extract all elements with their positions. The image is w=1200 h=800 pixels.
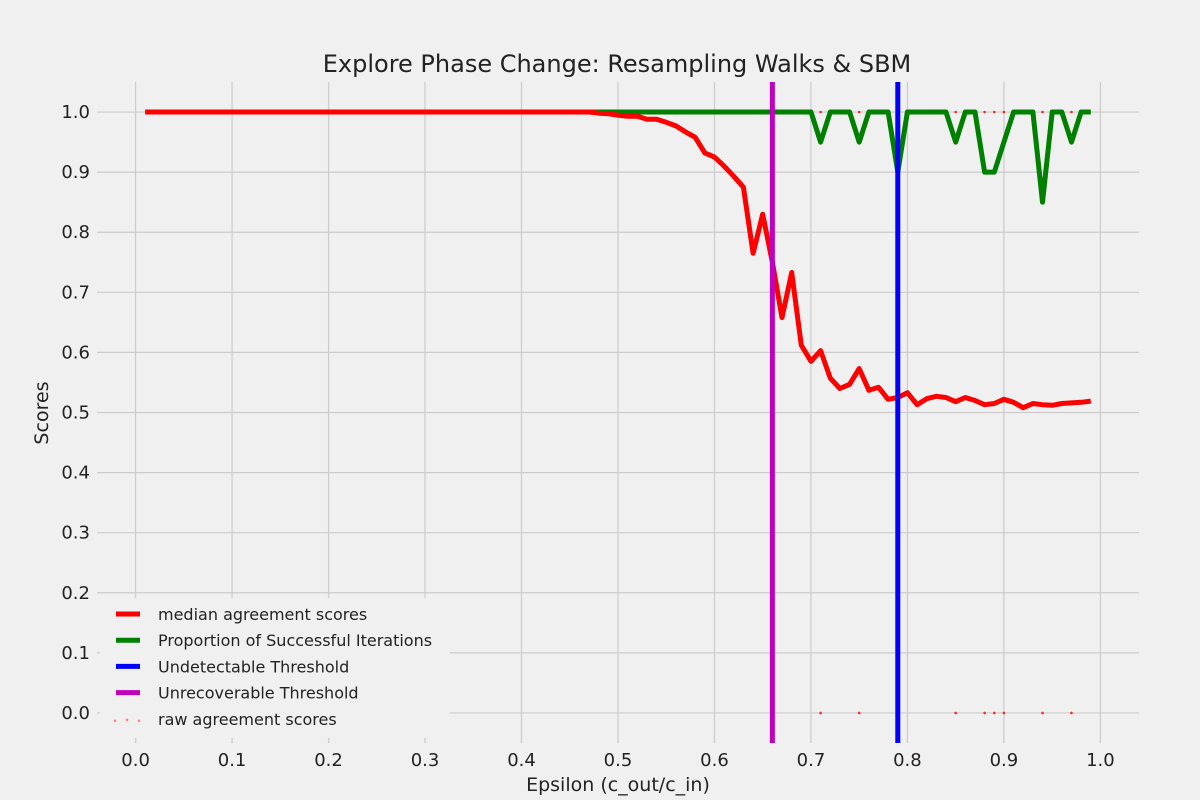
y-tick-label: 0.3 <box>61 523 90 544</box>
y-tick-label: 0.2 <box>61 583 90 604</box>
raw-agreement-point <box>1041 711 1044 715</box>
x-tick-label: 0.6 <box>700 750 729 771</box>
x-tick-label: 0.9 <box>990 750 1019 771</box>
y-tick-label: 0.0 <box>61 703 90 724</box>
raw-agreement-point <box>857 711 861 715</box>
y-tick-label: 0.8 <box>61 222 90 243</box>
x-axis-ticks: 0.0 0.1 0.2 0.3 0.4 0.5 0.6 0.7 0.8 0.9 1.0 <box>121 750 1114 771</box>
raw-agreement-point <box>954 711 957 715</box>
legend-label: Unrecoverable Threshold <box>158 684 359 703</box>
legend-label: median agreement scores <box>158 605 367 624</box>
y-tick-label: 0.1 <box>61 643 90 664</box>
raw-agreement-point <box>857 110 861 114</box>
x-tick-label: 0.8 <box>893 750 922 771</box>
legend-dot-marker <box>125 718 129 722</box>
raw-agreement-point <box>992 711 996 715</box>
legend-box <box>100 598 450 738</box>
x-tick-label: 0.7 <box>797 750 826 771</box>
y-tick-label: 0.5 <box>61 403 90 424</box>
legend-label: Proportion of Successful Iterations <box>158 631 432 650</box>
legend-dot-marker <box>137 719 141 723</box>
x-tick-label: 0.1 <box>218 750 247 771</box>
raw-agreement-point <box>819 110 822 114</box>
x-tick-label: 0.2 <box>314 750 343 771</box>
legend-label: raw agreement scores <box>158 710 337 729</box>
y-tick-label: 0.4 <box>61 463 90 484</box>
x-tick-label: 0.5 <box>604 750 633 771</box>
legend-label: Undetectable Threshold <box>158 657 349 676</box>
y-tick-label: 0.7 <box>61 282 90 303</box>
raw-agreement-point <box>1070 110 1073 114</box>
x-tick-label: 1.0 <box>1086 750 1115 771</box>
chart-title: Explore Phase Change: Resampling Walks &… <box>323 50 912 78</box>
raw-agreement-point <box>1070 711 1073 715</box>
raw-agreement-point <box>992 110 996 114</box>
y-axis-label: Scores <box>31 381 53 444</box>
raw-agreement-point <box>983 110 986 114</box>
raw-agreement-point <box>1002 711 1006 715</box>
raw-agreement-point <box>819 711 822 715</box>
series-line-median-agreement <box>145 109 1092 411</box>
series-layer <box>145 82 1092 743</box>
y-tick-label: 1.0 <box>61 102 90 123</box>
raw-agreement-point <box>1002 110 1006 114</box>
legend: median agreement scores Proportion of Suc… <box>100 598 450 738</box>
legend-dot-marker <box>113 719 117 723</box>
y-tick-label: 0.6 <box>61 342 90 363</box>
y-tick-label: 0.9 <box>61 162 90 183</box>
x-tick-label: 0.0 <box>121 750 150 771</box>
y-axis-ticks: 0.0 0.1 0.2 0.3 0.4 0.5 0.6 0.7 0.8 0.9 1.0 <box>61 102 90 724</box>
raw-agreement-point <box>983 711 986 715</box>
x-tick-label: 0.4 <box>507 750 536 771</box>
x-axis-label: Epsilon (c_out/c_in) <box>526 774 710 796</box>
raw-agreement-point <box>954 110 957 114</box>
x-tick-label: 0.3 <box>411 750 440 771</box>
raw-agreement-point <box>1041 110 1044 114</box>
